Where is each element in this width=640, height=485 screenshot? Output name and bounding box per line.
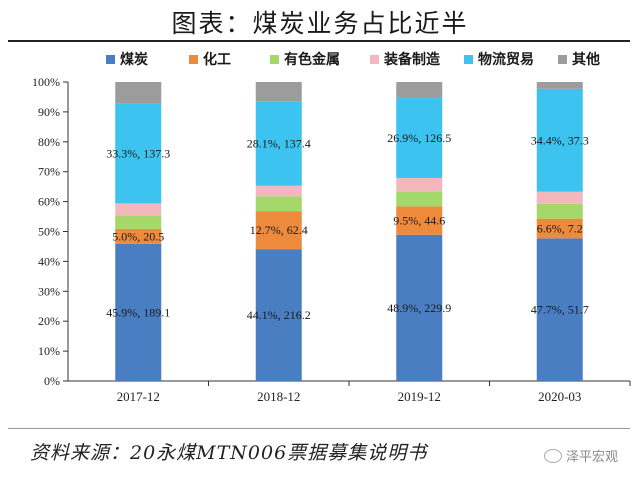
bar-segment-1-0 [115, 228, 162, 244]
bar-segment-1-1 [255, 211, 302, 250]
y-tick-label: 80% [38, 135, 60, 149]
bar-segment-5-3 [536, 82, 583, 89]
y-tick-label: 90% [38, 105, 60, 119]
legend-swatch-4 [464, 55, 473, 64]
data-label-0-2: 48.9%, 229.9 [387, 301, 451, 315]
legend-swatch-3 [370, 55, 379, 64]
legend-label-5: 其他 [572, 51, 600, 68]
wechat-icon [543, 448, 562, 463]
x-tick-label: 2019-12 [398, 389, 441, 404]
legend-swatch-2 [270, 55, 279, 64]
data-label-4-2: 26.9%, 126.5 [387, 131, 451, 145]
stacked-bar-chart: 煤炭 化工 有色金属 装备制造 物流贸易 其他 0% 10% 20% 30% 40% 50% 60% 70… [32, 51, 631, 404]
data-label-0-1: 44.1%, 216.2 [247, 308, 311, 322]
bar-segment-3-2 [396, 177, 443, 192]
data-label-4-0: 33.3%, 137.3 [106, 147, 170, 161]
bar-segment-2-1 [255, 196, 302, 212]
legend-label-4: 物流贸易 [478, 51, 534, 68]
y-tick-label: 60% [38, 195, 60, 209]
bar-segment-5-2 [396, 82, 443, 98]
bar-segment-5-1 [255, 82, 302, 102]
brand-mark: 泽平宏观 [543, 446, 618, 465]
data-label-1-0: 5.0%, 20.5 [112, 229, 164, 243]
data-label-1-3: 6.6%, 7.2 [537, 222, 583, 236]
bar-segment-0-2 [396, 234, 443, 381]
y-tick-label: 20% [38, 314, 60, 328]
bar-segment-2-3 [536, 203, 583, 219]
legend-label-3: 装备制造 [383, 51, 440, 68]
bar-segment-0-1 [255, 249, 302, 381]
y-tick-label: 30% [38, 284, 60, 298]
y-tick-label: 100% [32, 75, 60, 89]
bar-segment-5-0 [115, 82, 162, 104]
chart-title: 图表：煤炭业务占比近半 [171, 9, 469, 38]
y-tick-label: 0% [44, 374, 60, 388]
data-label-1-1: 12.7%, 62.4 [250, 223, 308, 237]
bar-segment-3-3 [536, 191, 583, 204]
x-tick-label: 2020-03 [538, 389, 581, 404]
bar-segment-1-3 [536, 218, 583, 239]
brand-name: 泽平宏观 [565, 450, 618, 465]
bar-segment-2-2 [396, 191, 443, 207]
bar-segment-4-0 [115, 103, 162, 204]
bar-segment-2-0 [115, 215, 162, 229]
y-tick-label: 10% [38, 344, 60, 358]
bar-segment-4-1 [255, 101, 302, 186]
bar-segment-0-0 [115, 243, 162, 381]
bar-segment-0-3 [536, 238, 583, 381]
footer-divider [8, 428, 630, 429]
bar-segment-1-2 [396, 206, 443, 235]
bar-segment-3-0 [115, 203, 162, 216]
data-label-4-3: 34.4%, 37.3 [531, 133, 589, 147]
source-note: 资料来源：20永煤MTN006票据募集说明书 [30, 442, 428, 464]
data-label-4-1: 28.1%, 137.4 [247, 137, 311, 151]
bar-segment-3-1 [255, 185, 302, 197]
legend-label-2: 有色金属 [284, 51, 340, 68]
x-tick-label: 2017-12 [117, 389, 160, 404]
legend-swatch-0 [106, 55, 115, 64]
legend-swatch-1 [189, 55, 198, 64]
data-label-0-3: 47.7%, 51.7 [531, 303, 589, 317]
y-tick-label: 50% [38, 225, 60, 239]
bar-segment-4-2 [396, 97, 443, 178]
y-tick-label: 70% [38, 165, 60, 179]
legend-label-0: 煤炭 [120, 51, 148, 68]
data-label-0-0: 45.9%, 189.1 [106, 305, 170, 319]
legend-label-1: 化工 [203, 51, 231, 68]
bar-segment-4-3 [536, 88, 583, 192]
y-tick-label: 40% [38, 254, 60, 268]
data-label-1-2: 9.5%, 44.6 [393, 214, 445, 228]
title-divider [8, 40, 630, 42]
legend-swatch-5 [558, 55, 567, 64]
x-tick-label: 2018-12 [257, 389, 300, 404]
